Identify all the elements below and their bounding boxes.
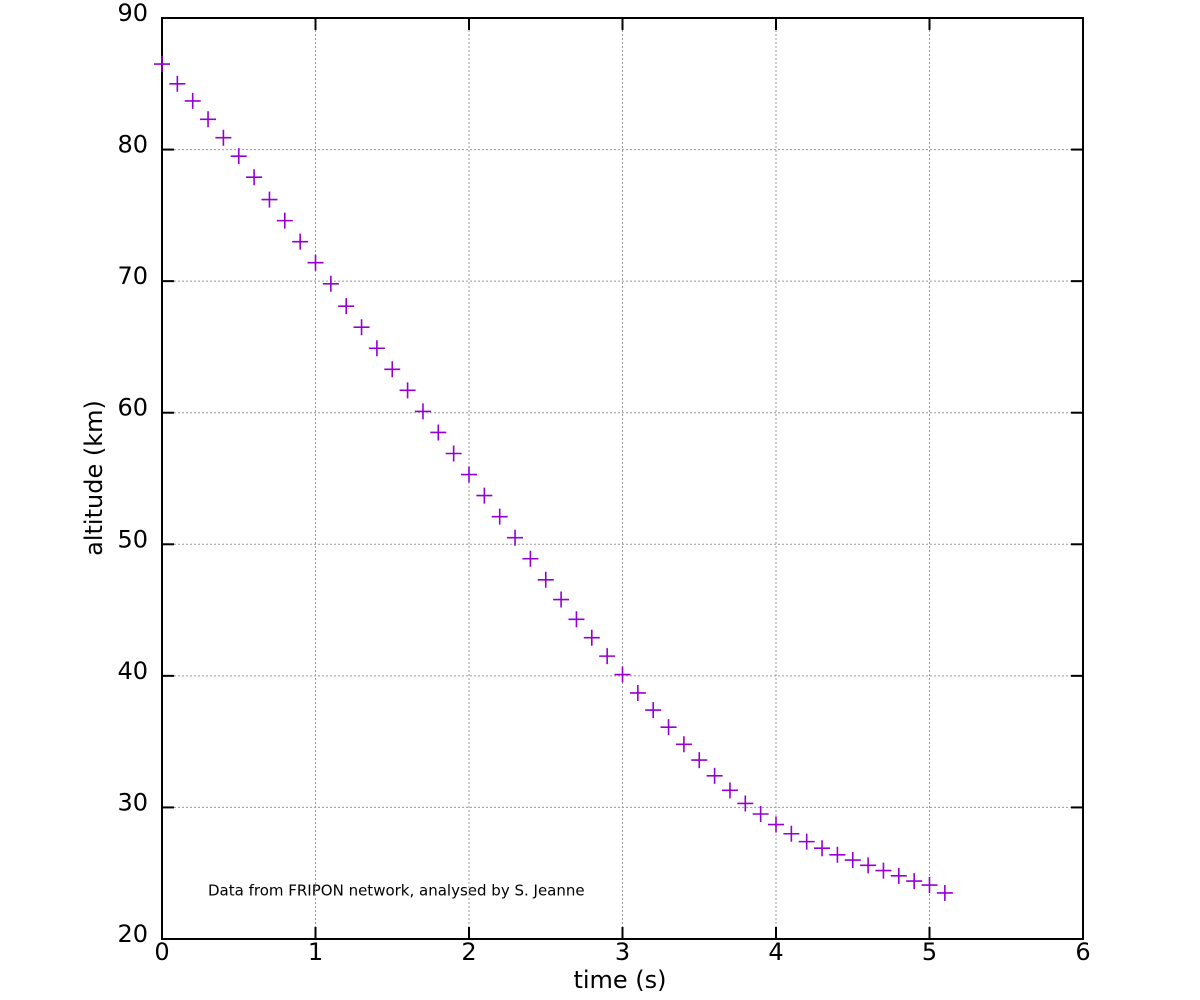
point bbox=[430, 424, 447, 441]
point bbox=[890, 867, 907, 884]
point bbox=[368, 340, 385, 357]
point bbox=[399, 382, 416, 399]
y-tick-label: 40 bbox=[117, 657, 148, 685]
y-axis-label: altitude (km) bbox=[80, 400, 108, 556]
point bbox=[921, 877, 938, 894]
point bbox=[583, 629, 600, 646]
point bbox=[353, 319, 370, 336]
point bbox=[322, 275, 339, 292]
point bbox=[721, 782, 738, 799]
point bbox=[706, 767, 723, 784]
point bbox=[338, 298, 355, 315]
x-tick-label: 2 bbox=[461, 938, 476, 966]
point bbox=[507, 529, 524, 546]
point bbox=[599, 648, 616, 665]
x-tick-label: 4 bbox=[768, 938, 783, 966]
point bbox=[752, 806, 769, 823]
point bbox=[936, 884, 953, 901]
point bbox=[445, 445, 462, 462]
point bbox=[768, 816, 784, 833]
point bbox=[307, 254, 324, 271]
point bbox=[645, 702, 662, 719]
point bbox=[798, 833, 815, 850]
point bbox=[246, 169, 263, 186]
y-tick-label: 20 bbox=[117, 920, 148, 948]
point bbox=[200, 111, 217, 128]
point bbox=[614, 666, 631, 683]
point bbox=[476, 487, 493, 504]
point bbox=[783, 825, 800, 842]
y-tick-label: 70 bbox=[117, 262, 148, 290]
point bbox=[154, 56, 170, 73]
point bbox=[261, 191, 278, 208]
y-tick-label: 30 bbox=[117, 788, 148, 816]
plot-frame bbox=[161, 17, 1084, 940]
point bbox=[215, 129, 232, 146]
y-tick-label: 50 bbox=[117, 525, 148, 553]
point bbox=[675, 736, 692, 753]
point bbox=[537, 571, 554, 588]
point bbox=[906, 873, 923, 890]
y-tick-label: 80 bbox=[117, 131, 148, 159]
point bbox=[814, 840, 831, 857]
point bbox=[629, 684, 646, 701]
x-tick-label: 6 bbox=[1075, 938, 1090, 966]
point bbox=[691, 752, 708, 769]
y-tick-label: 60 bbox=[117, 394, 148, 422]
point bbox=[568, 611, 585, 628]
point bbox=[844, 852, 861, 869]
point bbox=[829, 846, 846, 863]
point bbox=[860, 857, 877, 874]
point bbox=[276, 212, 293, 229]
x-tick-label: 0 bbox=[154, 938, 169, 966]
point bbox=[292, 233, 309, 250]
point bbox=[660, 719, 677, 736]
x-tick-label: 5 bbox=[922, 938, 937, 966]
point bbox=[737, 795, 754, 812]
point bbox=[553, 591, 570, 608]
y-tick-label: 90 bbox=[117, 0, 148, 27]
point bbox=[875, 862, 892, 879]
point bbox=[230, 148, 247, 165]
x-tick-label: 1 bbox=[308, 938, 323, 966]
x-axis-label: time (s) bbox=[573, 966, 666, 994]
point bbox=[184, 92, 201, 109]
point bbox=[414, 403, 431, 420]
point bbox=[522, 550, 539, 567]
annotation: Data from FRIPON network, analysed by S.… bbox=[208, 882, 585, 900]
point bbox=[169, 75, 186, 92]
point bbox=[384, 361, 401, 378]
point bbox=[461, 466, 477, 483]
point bbox=[491, 508, 508, 525]
x-tick-label: 3 bbox=[615, 938, 630, 966]
